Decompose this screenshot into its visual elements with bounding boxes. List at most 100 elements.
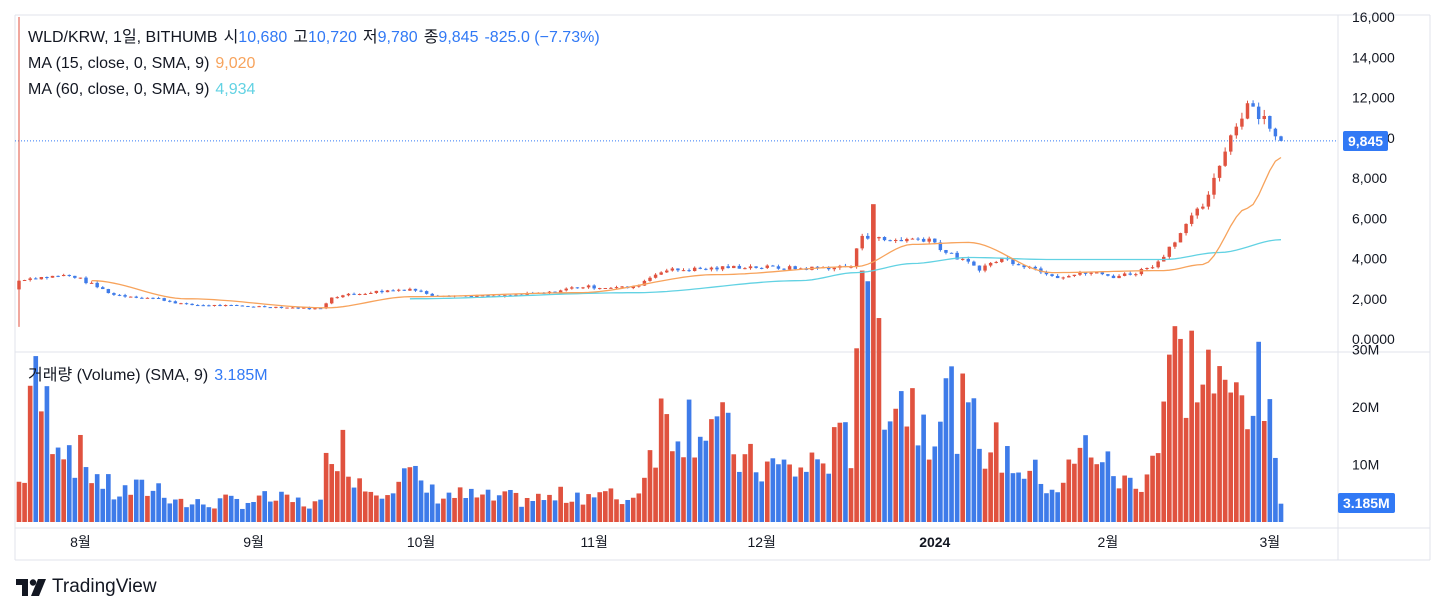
volume-bar xyxy=(474,497,480,522)
candle-body xyxy=(151,297,155,299)
volume-bar xyxy=(1194,402,1200,522)
volume-bar xyxy=(1239,395,1245,522)
volume-bar xyxy=(513,492,519,522)
ma60-legend[interactable]: MA (60, close, 0, SMA, 9) 4,934 xyxy=(28,80,255,100)
candle-body xyxy=(89,282,94,284)
volume-bar xyxy=(496,495,502,522)
volume-bar xyxy=(859,270,865,522)
candle-body xyxy=(614,287,619,289)
volume-bar xyxy=(1027,470,1033,522)
volume-bar xyxy=(619,504,625,522)
volume-bar xyxy=(407,467,413,522)
ma15-legend[interactable]: MA (15, close, 0, SMA, 9) 9,020 xyxy=(28,54,255,74)
volume-bar xyxy=(575,492,580,522)
volume-bar xyxy=(1133,488,1139,522)
candle-body xyxy=(1000,258,1004,262)
tradingview-logo[interactable]: TradingView xyxy=(16,576,157,598)
volume-bar xyxy=(748,443,753,522)
candle-body xyxy=(34,278,38,280)
candle-body xyxy=(95,282,99,288)
volume-bar xyxy=(1150,455,1155,522)
volume-bar xyxy=(78,434,83,522)
volume-bar xyxy=(240,508,245,522)
candle-body xyxy=(1173,242,1177,247)
volume-bar xyxy=(670,451,675,522)
candle-body xyxy=(759,267,764,269)
volume-bar xyxy=(932,446,938,522)
volume-bar xyxy=(279,491,284,522)
candle-body xyxy=(882,236,887,241)
candle-body xyxy=(251,306,256,308)
volume-bar xyxy=(234,498,240,522)
candle-body xyxy=(966,258,971,262)
time-tick-label: 2월 xyxy=(1098,534,1119,550)
volume-bar xyxy=(837,422,843,522)
volume-bar xyxy=(720,402,725,522)
candle-body xyxy=(1106,274,1110,276)
candle-body xyxy=(854,248,859,267)
price-volume-chart[interactable]: 16,00014,00012,00010,0008,0006,0004,0002… xyxy=(0,0,1445,570)
candle-body xyxy=(1240,118,1244,127)
volume-bar xyxy=(452,497,457,522)
symbol-title: WLD/KRW, 1일, BITHUMB xyxy=(28,29,218,46)
volume-bar xyxy=(977,448,982,522)
time-tick-label: 10월 xyxy=(407,534,435,550)
candle-body xyxy=(1044,272,1049,275)
candle-body xyxy=(988,262,993,266)
volume-bar xyxy=(1055,492,1060,522)
volume-bar xyxy=(200,504,206,522)
candle-body xyxy=(720,266,725,270)
volume-bar xyxy=(1183,417,1189,522)
volume-bar xyxy=(435,503,441,522)
candle-body xyxy=(972,261,976,266)
candle-body xyxy=(73,275,77,278)
candle-body xyxy=(285,307,289,309)
candle-body xyxy=(84,277,88,284)
volume-bar xyxy=(362,491,368,522)
close-label: 종 xyxy=(423,29,439,46)
volume-bar xyxy=(926,459,932,522)
candle-body xyxy=(704,268,708,270)
candle-body xyxy=(195,305,200,307)
volume-bar xyxy=(256,495,262,522)
candle-body xyxy=(1256,106,1261,120)
volume-bar xyxy=(569,501,575,522)
candle-body xyxy=(246,306,250,308)
volume-bar xyxy=(318,499,323,522)
candle-body xyxy=(1095,272,1099,274)
ma60-line[interactable] xyxy=(409,239,1282,300)
ma15-line[interactable] xyxy=(91,156,1282,309)
volume-bar xyxy=(759,481,765,522)
candle-body xyxy=(1111,275,1116,279)
volume-bar xyxy=(290,502,295,522)
volume-bar xyxy=(1111,476,1116,522)
volume-bar xyxy=(854,348,859,522)
candle-body xyxy=(117,294,122,296)
volume-bar xyxy=(658,398,664,522)
candle-body xyxy=(1262,115,1266,120)
candle-body xyxy=(1072,274,1077,276)
volume-bar xyxy=(390,493,396,522)
volume-bar xyxy=(329,464,335,522)
volume-bar xyxy=(1278,503,1284,522)
volume-bar xyxy=(938,421,943,522)
volume-bar xyxy=(1245,429,1250,522)
candle-body xyxy=(676,268,680,271)
time-tick-label: 3월 xyxy=(1259,534,1280,550)
volume-bar xyxy=(910,388,915,522)
volume-bar xyxy=(781,459,787,522)
volume-bar xyxy=(1166,354,1172,522)
candle-body xyxy=(240,305,245,307)
candle-body xyxy=(514,294,518,296)
candle-body xyxy=(469,295,474,297)
candle-body xyxy=(737,265,742,269)
volume-bar xyxy=(1161,401,1167,522)
volume-bar xyxy=(307,508,312,522)
volume-tick-label: 30M xyxy=(1352,342,1379,358)
candle-body xyxy=(128,296,133,298)
candle-body xyxy=(1011,259,1015,265)
candle-body xyxy=(793,266,797,270)
candle-body xyxy=(1022,265,1026,268)
volume-legend[interactable]: 거래량 (Volume) (SMA, 9) 3.185M xyxy=(28,366,268,386)
